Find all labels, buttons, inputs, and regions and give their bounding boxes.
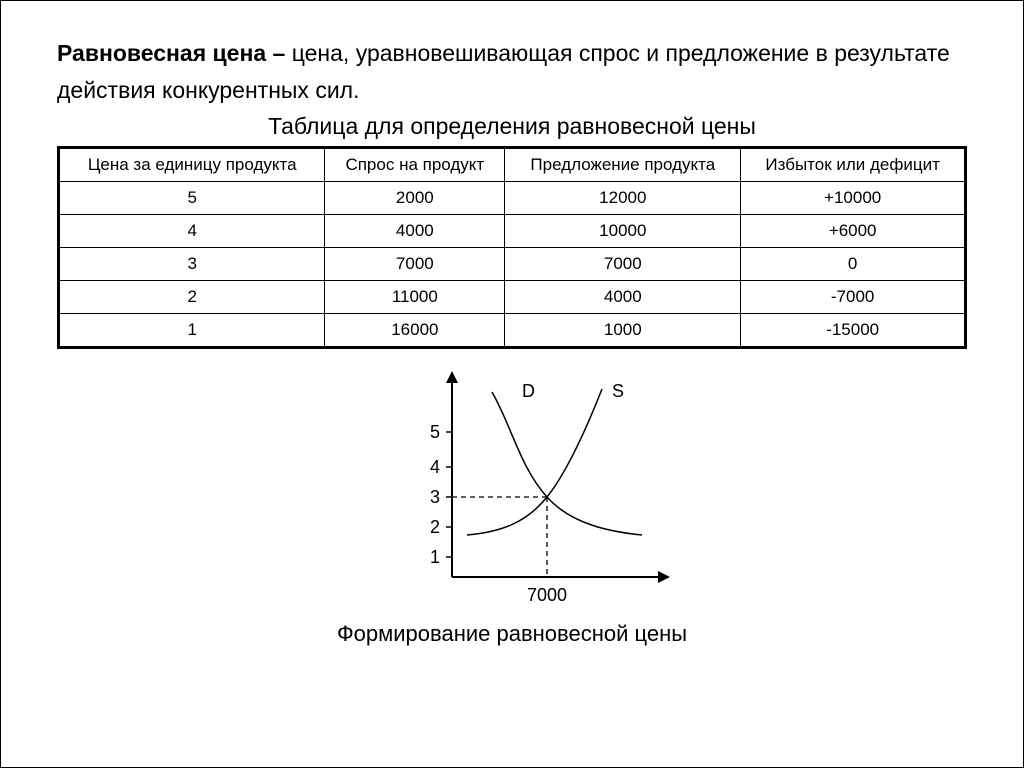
cell: 1000	[505, 313, 741, 347]
cell: -7000	[741, 280, 966, 313]
cell: 4	[59, 214, 325, 247]
col-header: Предложение продукта	[505, 147, 741, 181]
table-row: 5 2000 12000 +10000	[59, 181, 966, 214]
cell: 16000	[325, 313, 505, 347]
svg-text:S: S	[612, 381, 624, 401]
slide-container: Равновесная цена – цена, уравновешивающа…	[0, 0, 1024, 768]
table-body: 5 2000 12000 +10000 4 4000 10000 +6000 3…	[59, 181, 966, 347]
cell: 5	[59, 181, 325, 214]
cell: 3	[59, 247, 325, 280]
cell: 4000	[325, 214, 505, 247]
svg-text:5: 5	[430, 422, 440, 442]
chart-container: 5 4 3 2 1 D S 7000 Формирование равновесной цен…	[57, 367, 967, 647]
table-row: 2 11000 4000 -7000	[59, 280, 966, 313]
svg-text:D: D	[522, 381, 535, 401]
svg-text:1: 1	[430, 547, 440, 567]
col-header: Цена за единицу продукта	[59, 147, 325, 181]
cell: 10000	[505, 214, 741, 247]
definition-paragraph: Равновесная цена – цена, уравновешивающа…	[57, 35, 967, 109]
cell: 0	[741, 247, 966, 280]
svg-text:4: 4	[430, 457, 440, 477]
cell: 4000	[505, 280, 741, 313]
cell: -15000	[741, 313, 966, 347]
table-row: 4 4000 10000 +6000	[59, 214, 966, 247]
cell: 2000	[325, 181, 505, 214]
supply-demand-chart: 5 4 3 2 1 D S 7000	[342, 367, 682, 617]
cell: 12000	[505, 181, 741, 214]
cell: 7000	[325, 247, 505, 280]
cell: 11000	[325, 280, 505, 313]
cell: +6000	[741, 214, 966, 247]
cell: +10000	[741, 181, 966, 214]
definition-term: Равновесная цена –	[57, 40, 285, 66]
chart-caption: Формирование равновесной цены	[337, 621, 687, 647]
cell: 1	[59, 313, 325, 347]
table-header-row: Цена за единицу продукта Спрос на продук…	[59, 147, 966, 181]
svg-text:7000: 7000	[527, 585, 567, 605]
equilibrium-table: Цена за единицу продукта Спрос на продук…	[57, 146, 967, 349]
cell: 2	[59, 280, 325, 313]
col-header: Избыток или дефицит	[741, 147, 966, 181]
table-title: Таблица для определения равновесной цены	[57, 113, 967, 140]
table-row: 3 7000 7000 0	[59, 247, 966, 280]
svg-text:2: 2	[430, 517, 440, 537]
col-header: Спрос на продукт	[325, 147, 505, 181]
svg-text:3: 3	[430, 487, 440, 507]
table-row: 1 16000 1000 -15000	[59, 313, 966, 347]
cell: 7000	[505, 247, 741, 280]
